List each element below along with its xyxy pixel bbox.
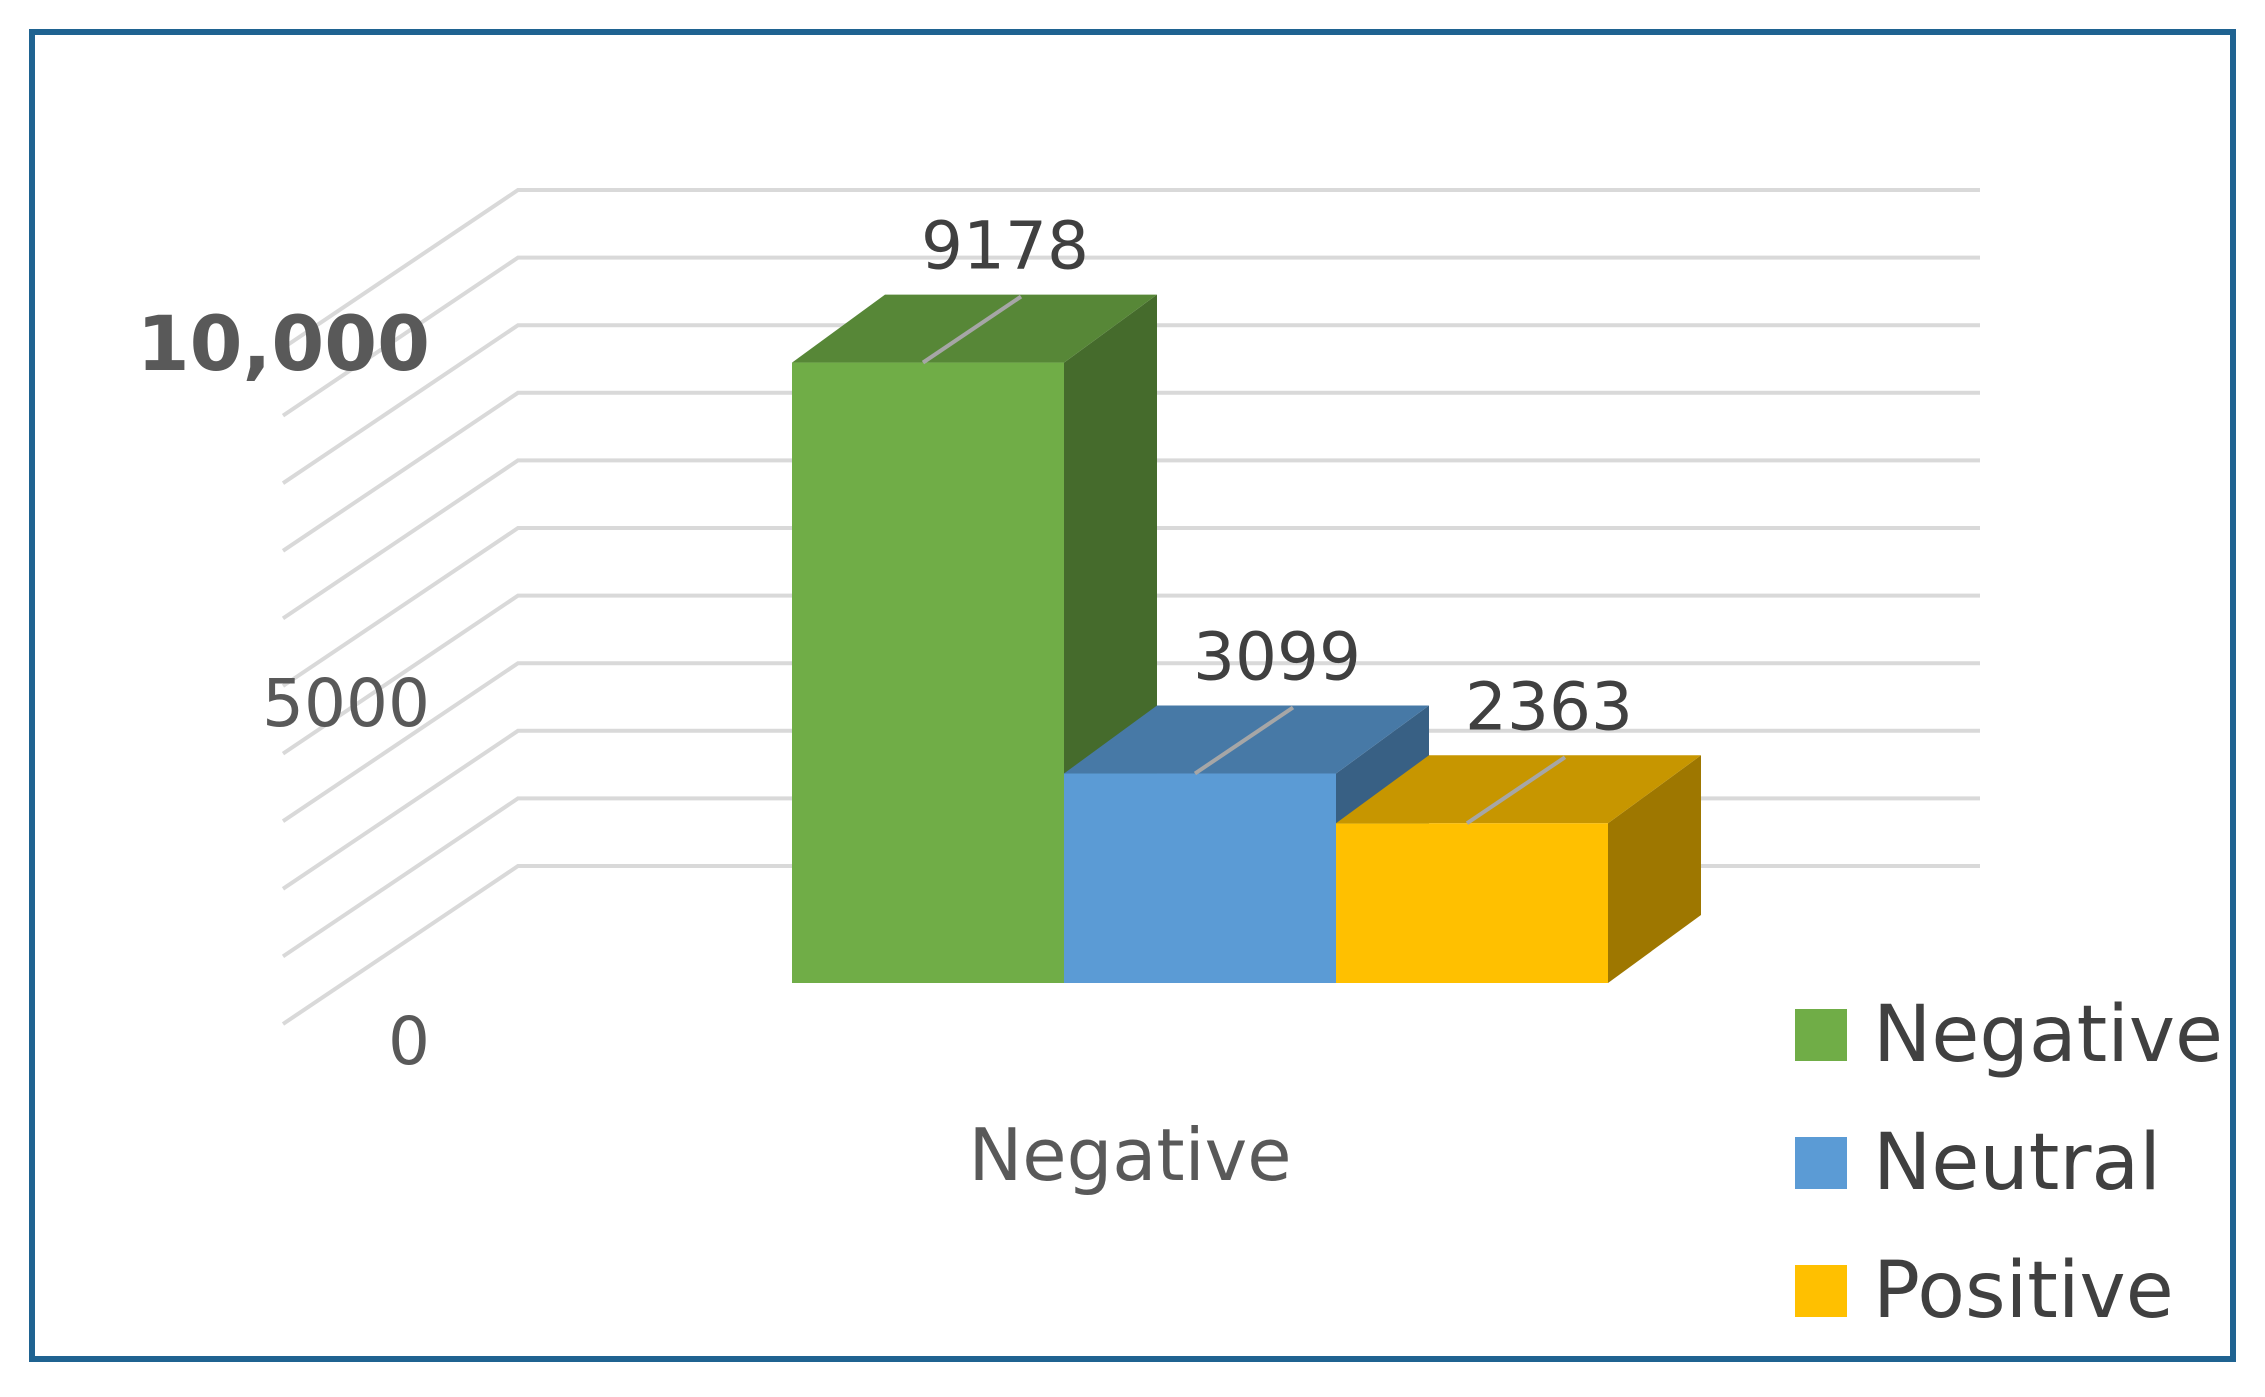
legend-swatch: [1795, 1265, 1847, 1317]
legend-swatch: [1795, 1009, 1847, 1061]
gridline: [281, 728, 1980, 891]
gridline: [281, 593, 1980, 756]
data-label-leader: [1465, 755, 1567, 825]
data-label: 9178: [921, 208, 1089, 285]
y-tick-label: 5000: [262, 665, 430, 742]
y-tick-label: 0: [388, 1003, 430, 1080]
gridline: [281, 390, 1980, 553]
legend-label: Neutral: [1873, 1118, 2161, 1208]
bar: [1336, 823, 1608, 983]
gridline: [281, 255, 1980, 418]
gridline: [281, 526, 1980, 688]
bar-side: [1608, 755, 1701, 983]
legend-label: Positive: [1873, 1246, 2174, 1336]
data-label: 2363: [1465, 668, 1633, 745]
data-label-leader: [921, 294, 1023, 365]
bar: [792, 362, 1064, 983]
y-tick-label: 10,000: [137, 299, 430, 388]
bar: [1064, 773, 1336, 983]
x-tick-label: Negative: [968, 1113, 1291, 1197]
data-label-leader: [1193, 705, 1295, 776]
gridline: [281, 188, 1980, 350]
gridline: [281, 661, 1980, 823]
gridline: [281, 458, 1980, 621]
gridline: [281, 323, 1980, 485]
legend-swatch: [1795, 1137, 1847, 1189]
data-label: 3099: [1193, 619, 1361, 696]
legend-label: Negative: [1873, 990, 2223, 1080]
